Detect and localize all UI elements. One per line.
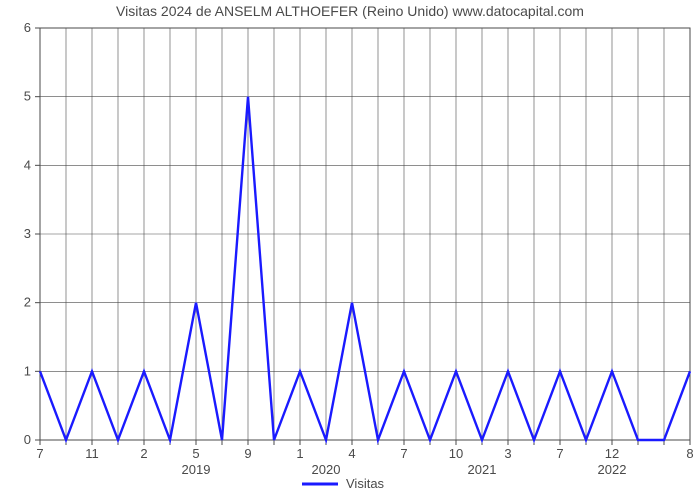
- chart-container: Visitas 2024 de ANSELM ALTHOEFER (Reino …: [0, 0, 700, 500]
- y-tick-label: 3: [24, 226, 31, 241]
- x-tick-label: 10: [449, 446, 463, 461]
- legend-label: Visitas: [346, 476, 385, 491]
- x-tick-label: 11: [85, 446, 99, 461]
- x-tick-label: 7: [36, 446, 43, 461]
- chart-bg: [0, 0, 700, 500]
- x-tick-label: 9: [244, 446, 251, 461]
- x-tick-label: 2: [140, 446, 147, 461]
- y-tick-label: 2: [24, 295, 31, 310]
- x-tick-label: 5: [192, 446, 199, 461]
- x-tick-label: 12: [605, 446, 619, 461]
- x-tick-label: 3: [504, 446, 511, 461]
- x-year-label: 2019: [182, 462, 211, 477]
- line-chart: Visitas 2024 de ANSELM ALTHOEFER (Reino …: [0, 0, 700, 500]
- y-tick-label: 0: [24, 432, 31, 447]
- y-tick-label: 5: [24, 89, 31, 104]
- x-tick-label: 7: [400, 446, 407, 461]
- chart-title: Visitas 2024 de ANSELM ALTHOEFER (Reino …: [116, 3, 584, 19]
- x-year-label: 2022: [598, 462, 627, 477]
- x-tick-label: 8: [686, 446, 693, 461]
- x-year-label: 2020: [312, 462, 341, 477]
- x-tick-label: 1: [296, 446, 303, 461]
- y-tick-label: 6: [24, 20, 31, 35]
- y-tick-label: 1: [24, 363, 31, 378]
- x-tick-label: 4: [348, 446, 355, 461]
- x-tick-label: 7: [556, 446, 563, 461]
- x-year-label: 2021: [468, 462, 497, 477]
- y-tick-label: 4: [24, 157, 31, 172]
